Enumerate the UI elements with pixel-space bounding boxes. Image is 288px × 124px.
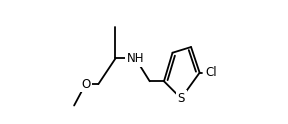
Text: S: S: [177, 92, 185, 105]
Text: O: O: [81, 78, 90, 91]
Text: NH: NH: [127, 52, 144, 65]
Text: Cl: Cl: [205, 66, 217, 79]
